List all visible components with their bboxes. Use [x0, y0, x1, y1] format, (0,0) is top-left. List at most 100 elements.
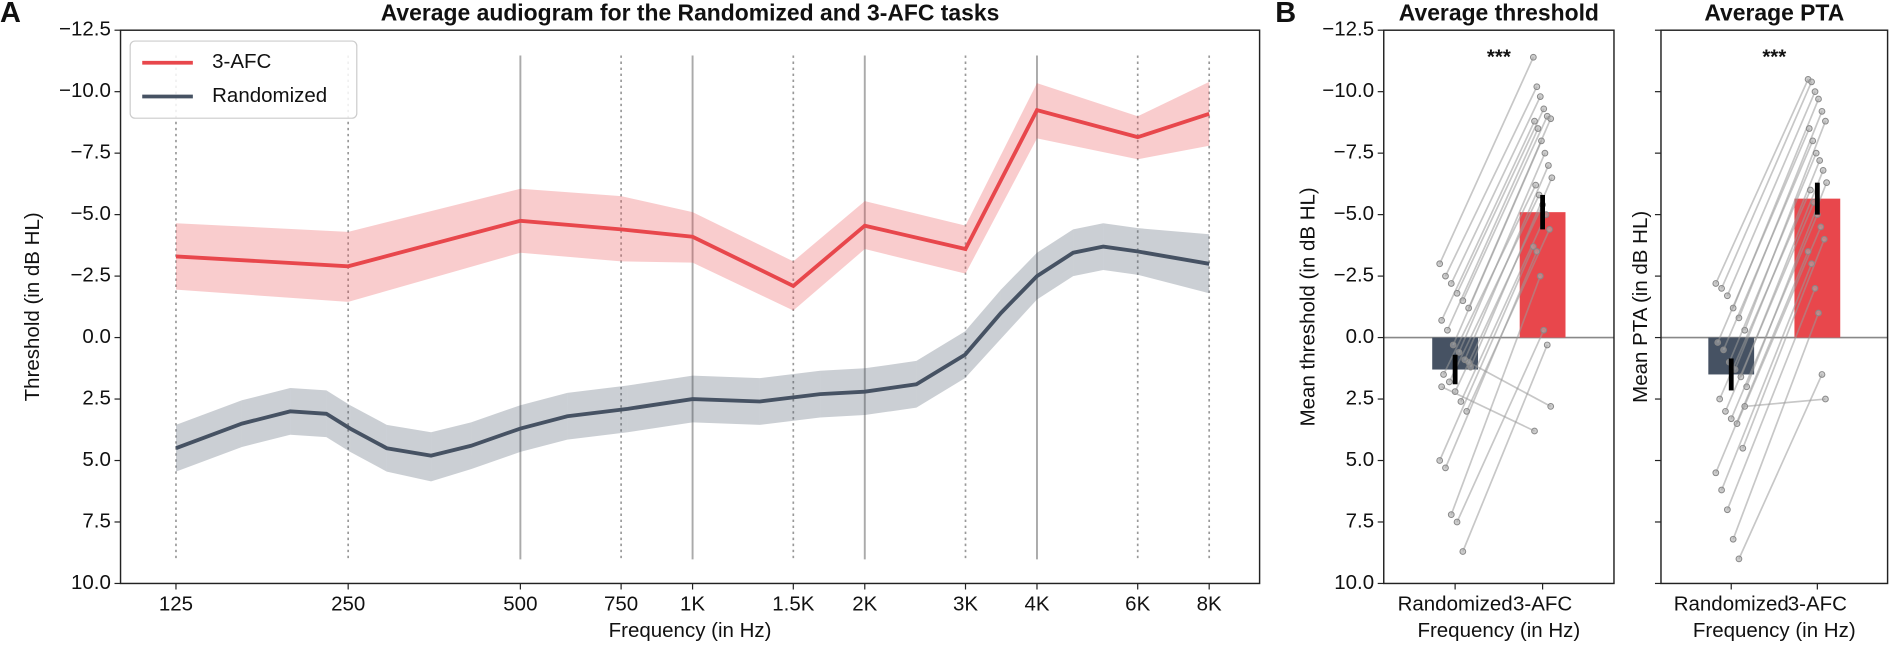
- subject-point: [1455, 348, 1463, 356]
- subject-point: [1445, 378, 1453, 386]
- subject-point: [1536, 93, 1544, 100]
- legend-label: Randomized: [212, 84, 327, 107]
- subject-point: [1442, 464, 1449, 472]
- subject-point: [1436, 457, 1444, 464]
- subject-point: [1812, 149, 1820, 157]
- subject-line: [1716, 128, 1811, 343]
- subject-point: [1823, 179, 1830, 187]
- x-axis-label: Frequency (in Hz): [1693, 619, 1856, 642]
- x-tick-label: 8K: [1197, 593, 1222, 616]
- subject-line: [1450, 275, 1542, 515]
- subject-point: [1438, 383, 1445, 391]
- subject-line: [1462, 115, 1548, 302]
- subject-line: [1468, 361, 1552, 408]
- subject-line: [1444, 251, 1538, 469]
- subject-line: [1720, 263, 1813, 491]
- panel: Average PTA Frequency (in Hz) Mean PTA (in…: [1629, 0, 1889, 642]
- subject-line: [1450, 96, 1542, 284]
- x-tick-label: 3K: [953, 593, 978, 616]
- y-tick-label: −2.5: [1334, 264, 1374, 287]
- subject-point: [1723, 292, 1731, 300]
- subject-point: [1540, 326, 1548, 334]
- subject-point: [1819, 166, 1827, 174]
- y-tick-label: 7.5: [82, 509, 110, 532]
- subject-point: [1739, 444, 1747, 452]
- subject-point: [1547, 115, 1555, 123]
- subject-line: [1732, 312, 1820, 540]
- x-tick-label: Randomized: [1674, 593, 1789, 616]
- subject-point: [1546, 225, 1553, 233]
- confidence-band: [1036, 83, 1138, 160]
- subject-point: [1543, 341, 1551, 349]
- subject-point: [1811, 285, 1819, 292]
- subject-point: [1442, 272, 1449, 280]
- subject-line: [1440, 120, 1536, 321]
- subject-point: [1816, 157, 1824, 164]
- y-tick-label: −5.0: [70, 202, 110, 225]
- x-tick-label: 250: [331, 593, 365, 616]
- panel: Average threshold B Frequency (in Hz) Mean …: [1275, 0, 1615, 642]
- subject-point: [1533, 248, 1541, 255]
- subject-point: [1815, 309, 1822, 317]
- y-tick-label: 5.0: [82, 448, 110, 471]
- x-tick-label: 1K: [680, 593, 705, 616]
- subject-point: [1723, 506, 1731, 514]
- subject-line: [1444, 86, 1538, 277]
- subject-point: [1444, 326, 1451, 334]
- series-line: [175, 107, 1210, 289]
- subject-point: [1534, 125, 1542, 132]
- subject-point: [1712, 469, 1720, 477]
- x-tick-label: 6K: [1125, 593, 1150, 616]
- y-tick-label: 2.5: [82, 386, 110, 409]
- subject-point: [1718, 486, 1725, 494]
- subject-line: [1715, 79, 1809, 284]
- subject-point: [1741, 403, 1749, 410]
- subject-point: [1531, 427, 1538, 435]
- legend: 3-AFC Randomized: [129, 40, 358, 119]
- y-tick-label: 0.0: [1346, 325, 1374, 348]
- subject-point: [1807, 186, 1814, 194]
- subject-point: [1548, 174, 1556, 182]
- y-tick-label: −2.5: [70, 264, 110, 287]
- subject-line: [1438, 246, 1535, 461]
- subject-point: [1722, 407, 1729, 415]
- subject-point: [1540, 105, 1548, 113]
- subject-point: [1538, 137, 1545, 145]
- subject-point: [1533, 83, 1541, 91]
- y-tick-label: 2.5: [1346, 386, 1374, 409]
- subject-point: [1811, 88, 1819, 96]
- subject-line: [1456, 108, 1545, 294]
- confidence-band: [1137, 81, 1210, 160]
- y-tick-label: −10.0: [59, 79, 111, 102]
- subject-point: [1532, 181, 1540, 189]
- subject-point: [1459, 548, 1467, 555]
- subject-line: [1742, 238, 1826, 449]
- y-axis-label: Threshold (in dB HL): [21, 212, 44, 401]
- subject-point: [1822, 117, 1829, 125]
- subject-line: [1442, 184, 1537, 375]
- y-axis-label: Mean PTA (in dB HL): [1629, 211, 1652, 403]
- subject-point: [1809, 137, 1817, 145]
- subject-line: [1743, 120, 1827, 331]
- subject-point: [1822, 395, 1829, 403]
- y-tick-label: 10.0: [1334, 571, 1374, 594]
- panel-label: B: [1275, 0, 1296, 29]
- subject-line: [1726, 288, 1816, 511]
- subject-point: [1714, 339, 1722, 346]
- subject-point: [1457, 398, 1465, 405]
- y-tick-label: −12.5: [59, 18, 111, 41]
- subject-point: [1449, 341, 1457, 349]
- subject-point: [1804, 248, 1812, 255]
- subject-line: [1441, 385, 1535, 432]
- x-tick-label: 1.5K: [772, 593, 814, 616]
- subject-point: [1729, 535, 1737, 543]
- subject-line: [1448, 194, 1540, 383]
- subject-line: [1738, 374, 1823, 560]
- subject-point: [1440, 371, 1447, 378]
- x-tick-label: 750: [604, 593, 638, 616]
- subject-line: [1730, 214, 1819, 420]
- subject-point: [1529, 243, 1537, 250]
- subject-point: [1805, 125, 1813, 132]
- x-tick-label: 3-AFC: [1788, 593, 1847, 616]
- subject-point: [1818, 107, 1826, 115]
